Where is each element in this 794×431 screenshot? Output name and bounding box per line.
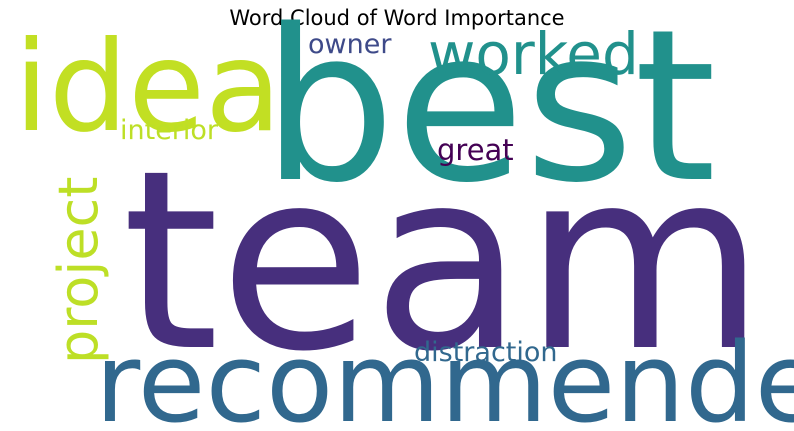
word-team: team [122, 118, 766, 406]
word-worked: worked [428, 20, 639, 88]
word-best: best [262, 0, 717, 229]
word-distraction: distraction [414, 337, 558, 368]
chart-title: Word Cloud of Word Importance [229, 6, 565, 30]
word-recommended: recommended [95, 319, 794, 431]
word-idea: idea [14, 15, 282, 160]
word-project: project [47, 176, 110, 364]
word-owner: owner [308, 29, 392, 60]
word-interior: interior [120, 115, 219, 146]
word-great: great [437, 133, 514, 167]
